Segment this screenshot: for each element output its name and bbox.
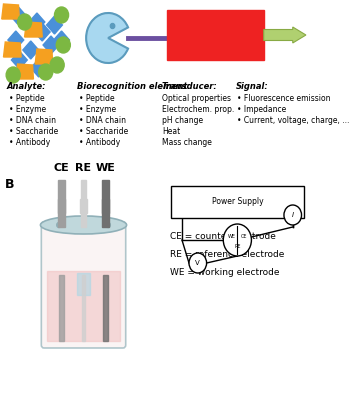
Bar bbox=[57, 199, 65, 213]
Polygon shape bbox=[4, 42, 21, 57]
Text: • Impedance: • Impedance bbox=[237, 105, 286, 114]
Text: • Saccharide: • Saccharide bbox=[9, 127, 58, 136]
Polygon shape bbox=[35, 49, 53, 64]
Bar bbox=[77, 273, 90, 295]
Text: RE = reference electrode: RE = reference electrode bbox=[170, 250, 284, 259]
Text: RE: RE bbox=[75, 163, 92, 173]
Circle shape bbox=[18, 14, 32, 30]
Bar bbox=[81, 180, 86, 227]
Text: • Saccharide: • Saccharide bbox=[79, 127, 129, 136]
Circle shape bbox=[284, 205, 302, 225]
Ellipse shape bbox=[41, 216, 127, 234]
Polygon shape bbox=[8, 31, 24, 49]
Text: WE = working electrode: WE = working electrode bbox=[170, 268, 279, 277]
Circle shape bbox=[6, 67, 20, 83]
Bar bbox=[102, 199, 109, 213]
Text: CE = counter electrode: CE = counter electrode bbox=[170, 232, 276, 241]
Polygon shape bbox=[11, 51, 27, 69]
Text: RE: RE bbox=[234, 244, 241, 250]
Polygon shape bbox=[43, 36, 59, 54]
Text: • DNA chain: • DNA chain bbox=[79, 116, 126, 125]
Text: • Enzyme: • Enzyme bbox=[79, 105, 116, 114]
Bar bbox=[59, 180, 65, 227]
Text: Power Supply: Power Supply bbox=[211, 198, 263, 206]
Circle shape bbox=[55, 7, 69, 23]
Polygon shape bbox=[31, 59, 47, 77]
Text: Analyte:: Analyte: bbox=[7, 82, 47, 91]
Polygon shape bbox=[25, 22, 42, 37]
Text: pH change: pH change bbox=[162, 116, 203, 125]
Circle shape bbox=[189, 253, 206, 273]
Text: I: I bbox=[292, 212, 294, 218]
Bar bbox=[103, 275, 108, 341]
Text: Mass change: Mass change bbox=[162, 138, 212, 147]
Text: V: V bbox=[195, 260, 200, 266]
Text: Electrochem. prop.: Electrochem. prop. bbox=[162, 105, 234, 114]
Circle shape bbox=[110, 24, 115, 28]
Circle shape bbox=[223, 224, 251, 256]
Text: Optical properties: Optical properties bbox=[162, 94, 231, 103]
Text: • Current, voltage, charge, ...: • Current, voltage, charge, ... bbox=[237, 116, 350, 125]
Text: Signal:: Signal: bbox=[236, 82, 268, 91]
Circle shape bbox=[50, 57, 64, 73]
Text: • Antibody: • Antibody bbox=[79, 138, 120, 147]
Polygon shape bbox=[29, 13, 45, 31]
Polygon shape bbox=[47, 16, 62, 34]
Circle shape bbox=[56, 37, 70, 53]
Text: • Enzyme: • Enzyme bbox=[9, 105, 46, 114]
Text: • Fluorescence emission: • Fluorescence emission bbox=[237, 94, 331, 103]
Polygon shape bbox=[53, 31, 69, 49]
Text: • Antibody: • Antibody bbox=[9, 138, 50, 147]
FancyBboxPatch shape bbox=[171, 186, 304, 218]
Wedge shape bbox=[86, 13, 128, 63]
Text: Heat: Heat bbox=[162, 127, 180, 136]
Bar bbox=[167, 10, 264, 60]
Text: B: B bbox=[5, 178, 15, 191]
Text: • Peptide: • Peptide bbox=[79, 94, 115, 103]
Polygon shape bbox=[23, 41, 39, 59]
Circle shape bbox=[39, 64, 53, 80]
Text: A: A bbox=[5, 3, 15, 16]
Text: WE: WE bbox=[228, 234, 236, 240]
Polygon shape bbox=[10, 6, 25, 24]
Polygon shape bbox=[34, 23, 50, 41]
Bar bbox=[47, 271, 120, 341]
Circle shape bbox=[57, 222, 61, 228]
FancyBboxPatch shape bbox=[41, 222, 126, 348]
Text: Transducer:: Transducer: bbox=[162, 82, 218, 91]
Polygon shape bbox=[2, 4, 19, 19]
Text: CE: CE bbox=[53, 163, 69, 173]
Bar bbox=[82, 275, 85, 341]
Bar bbox=[59, 275, 64, 341]
FancyArrow shape bbox=[264, 27, 306, 43]
Text: WE: WE bbox=[95, 163, 116, 173]
Text: Biorecognition element:: Biorecognition element: bbox=[77, 82, 191, 91]
Text: CE: CE bbox=[240, 234, 247, 240]
Bar bbox=[102, 180, 108, 227]
Bar bbox=[80, 199, 87, 213]
Polygon shape bbox=[16, 64, 33, 79]
Text: • DNA chain: • DNA chain bbox=[9, 116, 56, 125]
Text: • Peptide: • Peptide bbox=[9, 94, 45, 103]
Circle shape bbox=[106, 222, 110, 228]
